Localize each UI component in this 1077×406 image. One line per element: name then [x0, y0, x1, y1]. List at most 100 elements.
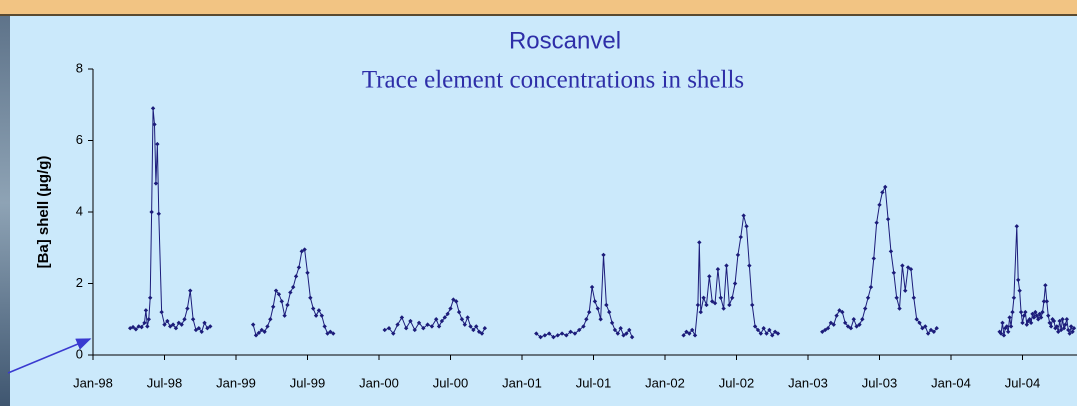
data-point — [577, 327, 582, 333]
data-point — [572, 331, 578, 336]
data-point — [775, 331, 781, 336]
data-point — [860, 317, 865, 322]
data-point — [822, 327, 828, 333]
data-point — [322, 324, 327, 329]
data-point — [331, 331, 336, 336]
x-tick-label: Jan-02 — [645, 375, 685, 390]
data-point — [459, 317, 465, 322]
data-point — [568, 329, 573, 334]
data-point — [758, 331, 764, 336]
data-point — [934, 325, 939, 331]
data-point — [709, 299, 715, 304]
data-point — [592, 299, 598, 304]
data-point — [1068, 324, 1074, 329]
x-tick-label: Jan-98 — [73, 375, 113, 390]
data-point — [621, 333, 626, 338]
data-point — [425, 322, 430, 327]
data-point — [837, 308, 842, 313]
data-point — [1008, 324, 1014, 329]
data-point — [482, 325, 488, 331]
data-point — [1004, 324, 1009, 329]
y-axis-label: [Ba] shell (µg/g) — [35, 156, 52, 269]
data-point — [752, 324, 758, 329]
x-tick-label: Jul-00 — [433, 375, 468, 390]
data-point — [704, 302, 709, 308]
data-point — [908, 267, 914, 272]
data-point — [681, 333, 686, 338]
data-point — [1061, 325, 1067, 331]
data-point — [296, 265, 302, 270]
data-point — [448, 306, 453, 311]
data-point — [851, 317, 856, 322]
data-point — [555, 333, 560, 338]
data-point — [1001, 333, 1007, 338]
data-point — [386, 325, 392, 331]
data-point — [285, 302, 290, 308]
data-point — [877, 202, 882, 208]
data-point — [689, 327, 695, 333]
data-point — [156, 211, 161, 216]
data-point — [828, 320, 834, 326]
data-point — [1027, 317, 1032, 322]
data-point — [270, 304, 276, 309]
data-point — [1038, 315, 1044, 320]
data-line — [130, 108, 211, 333]
data-point — [848, 325, 854, 331]
data-point — [718, 295, 723, 300]
data-point — [133, 327, 139, 332]
data-point — [176, 320, 181, 326]
data-point — [1058, 327, 1064, 333]
data-point — [130, 324, 136, 330]
data-point — [542, 333, 548, 338]
x-tick-label: Jul-02 — [719, 375, 754, 390]
data-point — [692, 333, 698, 338]
data-point — [302, 247, 307, 252]
data-point — [863, 306, 868, 311]
data-point — [761, 325, 766, 331]
data-point — [615, 331, 621, 336]
data-point — [772, 329, 778, 334]
data-point — [842, 320, 848, 326]
data-point — [311, 306, 316, 311]
data-point — [152, 122, 157, 127]
x-tick-label: Jul-98 — [147, 375, 182, 390]
data-point — [165, 318, 170, 324]
data-point — [738, 234, 743, 240]
data-point — [764, 331, 769, 336]
data-point — [208, 324, 213, 329]
data-point — [291, 284, 296, 290]
data-point — [905, 265, 911, 270]
data-point — [1054, 324, 1060, 329]
data-point — [1020, 320, 1025, 326]
x-tick-label: Jan-99 — [216, 375, 256, 390]
data-point — [857, 322, 862, 327]
data-point — [925, 331, 931, 336]
data-point — [1051, 318, 1057, 324]
data-point — [920, 325, 925, 331]
data-point — [840, 309, 845, 315]
data-point — [143, 308, 149, 313]
data-point — [1014, 224, 1019, 229]
data-point — [755, 327, 761, 333]
data-point — [546, 331, 552, 336]
data-point — [308, 295, 313, 300]
data-point — [1034, 313, 1039, 318]
data-point — [429, 324, 435, 329]
data-point — [276, 292, 282, 297]
data-point — [697, 240, 702, 245]
data-point — [139, 324, 144, 330]
y-tick-label: 4 — [76, 203, 83, 218]
data-point — [1026, 318, 1031, 324]
data-point — [701, 295, 706, 300]
data-point — [825, 325, 831, 331]
data-point — [741, 213, 746, 218]
data-point — [587, 309, 592, 315]
data-point — [744, 224, 749, 229]
data-point — [145, 324, 150, 329]
data-point — [399, 315, 405, 320]
data-point — [589, 284, 595, 290]
data-point — [299, 249, 304, 254]
data-point — [462, 322, 467, 327]
data-point — [715, 267, 721, 272]
